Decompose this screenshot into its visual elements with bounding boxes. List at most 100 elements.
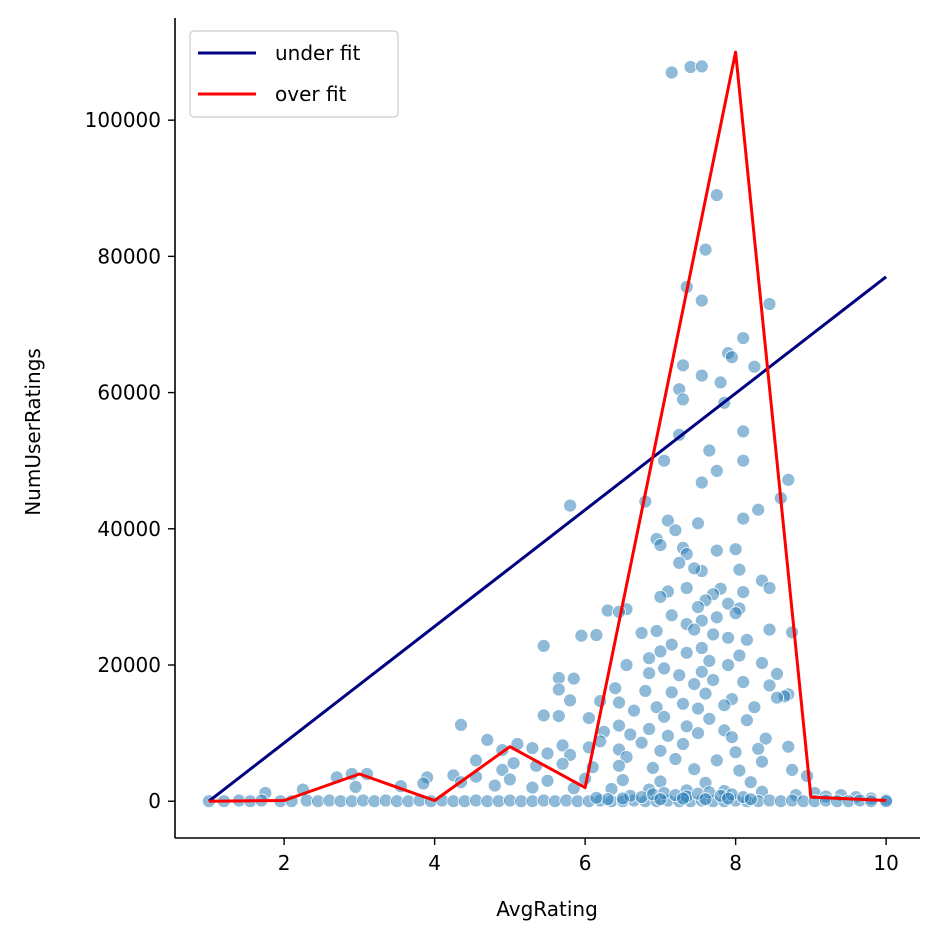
scatter-point: [694, 475, 709, 490]
scatter-point: [612, 695, 626, 710]
scatter-point: [762, 622, 777, 637]
scatter-point: [740, 713, 754, 728]
scatter-point: [691, 701, 705, 716]
scatter-point: [691, 516, 705, 531]
series-line-over-fit: [208, 50, 887, 803]
scatter-point: [728, 606, 743, 621]
scatter-point: [687, 762, 702, 777]
y-tick-label: 80000: [97, 244, 161, 268]
scatter-point: [664, 608, 679, 623]
scatter-points: [201, 59, 893, 809]
scatter-point: [762, 297, 777, 311]
scatter-point: [661, 513, 675, 528]
scatter-point: [679, 645, 694, 660]
scatter-point: [713, 375, 728, 390]
scatter-point: [653, 590, 668, 604]
x-tick-label: 2: [278, 851, 291, 875]
scatter-point: [747, 700, 762, 715]
scatter-point: [758, 731, 773, 746]
scatter-point: [709, 188, 724, 203]
scatter-point: [454, 718, 468, 732]
scatter-point: [706, 673, 720, 687]
scatter-point: [736, 331, 751, 346]
scatter-point: [536, 639, 551, 653]
scatter-point: [762, 678, 777, 693]
scatter-point: [751, 741, 766, 756]
scatter-point: [638, 684, 653, 698]
scatter-point: [608, 681, 623, 696]
scatter-point: [612, 758, 626, 773]
scatter-point: [736, 585, 751, 599]
scatter-point: [709, 610, 724, 625]
scatter-point: [698, 242, 713, 257]
y-axis-title: NumUserRatings: [21, 348, 45, 516]
scatter-point: [619, 658, 634, 672]
scatter-point: [694, 641, 709, 655]
scatter-point: [679, 581, 694, 595]
scatter-point: [551, 709, 566, 723]
scatter-point: [563, 748, 577, 762]
scatter-point: [709, 753, 724, 768]
scatter-point: [691, 600, 705, 614]
scatter-point: [706, 627, 720, 642]
scatter-point: [728, 542, 743, 557]
scatter-point: [668, 523, 683, 538]
scatter-point: [642, 722, 656, 736]
scatter-point: [702, 443, 717, 458]
scatter-point: [416, 776, 431, 791]
y-tick-label: 40000: [97, 517, 161, 541]
x-axis-ticks: 2 4 6 8 10: [278, 838, 899, 875]
scatter-point: [698, 686, 713, 701]
scatter-point: [563, 498, 577, 513]
scatter-point: [653, 743, 668, 758]
scatter-point: [676, 358, 690, 373]
scatter-point: [551, 682, 566, 697]
y-tick-label: 60000: [97, 381, 161, 405]
scatter-point: [653, 774, 668, 789]
scatter-point: [623, 727, 638, 742]
scatter-point: [487, 778, 502, 793]
x-tick-label: 4: [428, 851, 441, 875]
scatter-point: [732, 763, 747, 778]
scatter-point: [563, 693, 577, 708]
scatter-point: [743, 775, 758, 790]
scatter-point: [672, 668, 687, 683]
scatter-point: [619, 750, 634, 764]
scatter-point: [687, 561, 702, 576]
scatter-point: [657, 661, 671, 676]
scatter-point: [687, 677, 702, 691]
y-tick-label: 0: [148, 789, 161, 813]
scatter-point: [653, 644, 668, 659]
scatter-point: [676, 737, 690, 751]
scatter-point: [721, 791, 735, 806]
scatter-point: [747, 359, 762, 374]
scatter-point: [770, 667, 784, 681]
scatter-point: [725, 730, 739, 745]
scatter-point: [721, 630, 735, 645]
scatter-point: [480, 733, 495, 747]
scatter-point: [574, 628, 589, 643]
scatter-point: [751, 502, 766, 517]
y-tick-label: 100000: [85, 108, 161, 132]
legend-label-under-fit: under fit: [275, 41, 361, 65]
scatter-point: [702, 654, 717, 668]
scatter-point: [657, 709, 671, 724]
scatter-point: [495, 763, 510, 777]
scatter-point: [721, 658, 735, 672]
scatter-point: [525, 741, 540, 755]
x-tick-label: 10: [873, 851, 898, 875]
series-line-under-fit: [207, 275, 888, 803]
scatter-point: [694, 613, 709, 628]
scatter-point: [615, 791, 630, 806]
scatter-point: [694, 59, 709, 74]
scatter-point: [781, 739, 796, 754]
scatter-point: [702, 711, 717, 726]
scatter-point: [743, 792, 758, 807]
scatter-point: [691, 726, 705, 740]
scatter-point: [736, 675, 751, 689]
scatter-point: [653, 538, 668, 552]
scatter-point: [736, 453, 751, 468]
scatter-point: [348, 780, 363, 794]
scatter-point: [732, 648, 747, 663]
